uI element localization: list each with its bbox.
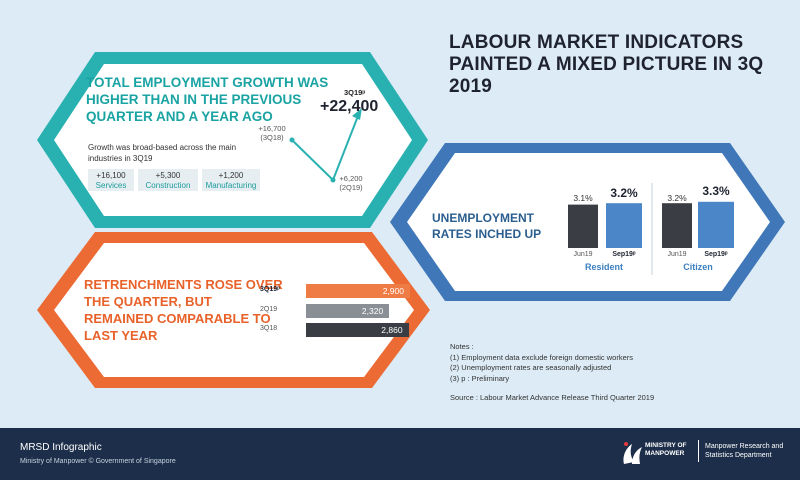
employment-point-2q19: [330, 177, 336, 183]
industry-value: +16,100: [96, 171, 126, 180]
footer-title: MRSD Infographic: [20, 442, 102, 453]
source-note: Source : Labour Market Advance Release T…: [450, 393, 655, 402]
department-name: Manpower Research and Statistics Departm…: [705, 443, 784, 459]
industry-manufacturing: +1,200 Manufacturing: [202, 169, 260, 191]
rate-label-citizen-sep19: 3.3%: [702, 184, 730, 198]
period-label-resident-jun19: Jun19: [573, 251, 593, 258]
employment-description: Growth was broad-based across the main i…: [88, 143, 237, 163]
period-label-citizen-jun19: Jun19: [667, 251, 687, 258]
notes: Notes : (1) Employment data exclude fore…: [450, 342, 780, 384]
industry-name: Construction: [145, 180, 191, 190]
industry-name: Manufacturing: [205, 180, 257, 190]
point-value: +16,700: [258, 124, 286, 133]
footer-subtitle: Ministry of Manpower © Government of Sin…: [20, 458, 176, 465]
point-quarter: (2Q19): [339, 183, 363, 192]
background-shapes: [37, 52, 785, 388]
employment-trend-arrowhead: [352, 108, 362, 120]
notes-heading: Notes :: [450, 342, 474, 351]
group-label-citizen: Citizen: [683, 262, 713, 272]
note-item: (2) Unemployment rates are seasonally ad…: [450, 363, 612, 372]
note-item: (3) p : Preliminary: [450, 373, 510, 383]
unemployment-heading: UNEMPLOYMENT RATES INCHED UP: [432, 211, 542, 241]
point-value: +6,200: [339, 174, 363, 183]
retrenchment-heading: RETRENCHMENTS ROSE OVER THE QUARTER, BUT…: [84, 277, 283, 343]
period-label-resident-sep19: Sep19ᵖ: [612, 251, 636, 258]
footer-divider: [698, 440, 699, 462]
employment-heading: TOTAL EMPLOYMENT GROWTH WAS HIGHER THAN …: [86, 75, 329, 124]
retrenchment-quarter-label: 2Q19: [260, 306, 278, 313]
unemployment-bar-resident-1: [606, 203, 642, 248]
headline-quarter: 3Q19ᵖ: [344, 88, 366, 97]
page-title: LABOUR MARKET INDICATORS PAINTED A MIXED…: [449, 32, 764, 97]
group-label-resident: Resident: [584, 262, 623, 272]
retrenchment-bar: 2,900: [306, 284, 410, 298]
unemployment-bar-citizen-0: [662, 203, 692, 248]
headline-value: +22,400: [320, 98, 379, 115]
industry-services: +16,100 Services: [88, 169, 134, 191]
infographic-canvas: LABOUR MARKET INDICATORS PAINTED A MIXED…: [37, 32, 785, 402]
point-label-3q18: +16,700 (3Q18): [254, 124, 290, 142]
unemployment-bars: [568, 201, 734, 248]
retrenchment-quarter-label: 3Q19ᵖ: [260, 286, 280, 293]
rate-label-citizen-jun19: 3.2%: [667, 193, 687, 203]
footer: MRSD Infographic Ministry of Manpower © …: [0, 428, 800, 480]
unemployment-bar-resident-0: [568, 204, 598, 248]
industry-value: +5,300: [155, 171, 181, 180]
industry-construction: +5,300 Construction: [138, 169, 198, 191]
industry-name: Services: [95, 180, 127, 190]
ministry-name: MINISTRY OF MANPOWER: [645, 442, 687, 457]
point-quarter: (3Q18): [260, 133, 284, 142]
retrenchment-bar: 2,860: [306, 323, 409, 337]
unemployment-bar-citizen-1: [698, 201, 734, 248]
period-label-citizen-sep19: Sep19ᵖ: [704, 251, 728, 258]
employment-point-3q18: [289, 137, 295, 143]
note-item: (1) Employment data exclude foreign dome…: [450, 352, 633, 362]
rate-label-resident-jun19: 3.1%: [573, 193, 593, 203]
retrenchment-quarter-label: 3Q18: [260, 325, 278, 332]
retrenchment-bar: 2,320: [306, 304, 390, 318]
industry-value: +1,200: [218, 171, 244, 180]
point-label-2q19: +6,200 (2Q19): [333, 174, 369, 192]
retrenchment-hexagon-panel: [54, 243, 414, 377]
rate-label-resident-sep19: 3.2%: [610, 186, 638, 200]
ministry-logo-icon: [623, 442, 642, 464]
